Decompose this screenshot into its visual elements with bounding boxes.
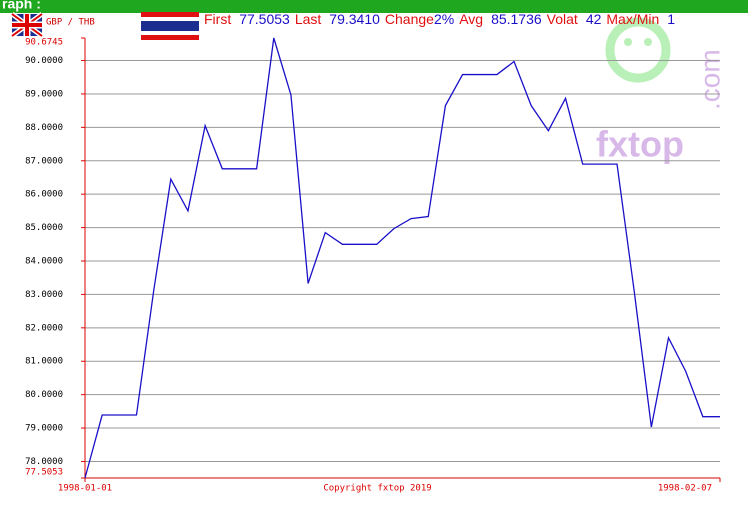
y-tick-label: 78.0000 — [25, 457, 63, 467]
x-tick-label: 1998-02-07 — [658, 484, 712, 494]
watermark-brand: fxtop — [596, 124, 684, 165]
stat-value: 77.5053 — [239, 11, 290, 27]
y-tick-label: 86.0000 — [25, 190, 63, 200]
watermark-suffix: .com — [694, 49, 725, 110]
stat-value: 1 — [667, 11, 675, 27]
stat-label: Avg — [459, 11, 483, 27]
y-tick-label: 83.0000 — [25, 290, 63, 300]
y-tick-label: 85.0000 — [25, 223, 63, 233]
series-line — [84, 37, 720, 479]
watermark: fxtop .com — [596, 17, 725, 165]
y-tick-label: 87.0000 — [25, 156, 63, 166]
y-tick-label: 77.5053 — [25, 468, 63, 478]
stat-label: Max/Min — [606, 11, 659, 27]
copyright: Copyright fxtop 2019 — [323, 484, 431, 494]
stat-label: Change — [385, 11, 434, 27]
y-tick-label: 88.0000 — [25, 123, 63, 133]
y-tick-label: 84.0000 — [25, 257, 63, 267]
stats: First 77.5053 Last 79.3410 Change2% Avg 85.173… — [204, 11, 675, 27]
stat-value: 42 — [586, 11, 602, 27]
y-tick-label: 80.0000 — [25, 390, 63, 400]
uk-flag — [10, 11, 44, 39]
y-tick-label: 82.0000 — [25, 323, 63, 333]
y-tick-label: 81.0000 — [25, 357, 63, 367]
stat-value: 85.1736 — [491, 11, 542, 27]
x-tick-label: 1998-01-01 — [58, 484, 112, 494]
stat-value: 79.3410 — [329, 11, 380, 27]
section-bar — [0, 0, 748, 13]
stat-value: 2% — [434, 11, 454, 27]
pair: GBP / THB — [46, 18, 95, 28]
y-tick-label: 90.6745 — [25, 38, 63, 48]
stat-label: First — [204, 11, 231, 27]
y-tick-label: 90.0000 — [25, 56, 63, 66]
stat-label: Volat — [547, 11, 578, 27]
y-tick-label: 79.0000 — [25, 424, 63, 434]
thai-flag — [141, 12, 199, 40]
section-label: raph : — [2, 0, 41, 12]
stat-label: Last — [295, 11, 322, 27]
y-tick-label: 89.0000 — [25, 89, 63, 99]
